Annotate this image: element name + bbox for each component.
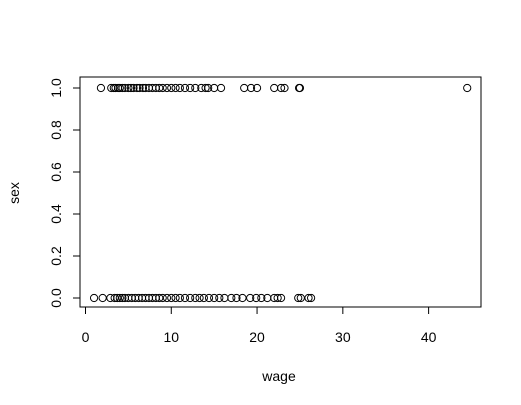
data-point — [276, 83, 286, 93]
x-tick-label: 30 — [335, 329, 351, 345]
y-tick-label: 0.0 — [48, 288, 64, 308]
data-point — [96, 83, 106, 93]
data-point — [155, 83, 164, 93]
data-point — [191, 83, 200, 93]
data-point — [162, 83, 172, 93]
data-point — [171, 83, 180, 93]
data-point — [124, 83, 133, 93]
x-tick-label: 10 — [163, 329, 179, 345]
data-point — [252, 83, 262, 93]
data-point — [215, 293, 224, 303]
y-tick-label: 1.0 — [48, 78, 64, 98]
data-point — [195, 293, 204, 303]
data-point — [115, 83, 124, 93]
data-point — [280, 83, 289, 93]
data-point — [295, 83, 305, 93]
data-point — [232, 293, 241, 303]
data-point — [118, 83, 127, 93]
data-point — [113, 293, 122, 303]
data-point — [126, 83, 136, 93]
data-point — [204, 293, 214, 303]
data-point — [199, 293, 208, 303]
data-points — [89, 83, 472, 303]
data-point — [276, 293, 286, 303]
data-point — [98, 293, 107, 303]
data-point — [210, 293, 219, 303]
y-tick-label: 0.8 — [48, 120, 64, 140]
data-point — [270, 83, 279, 93]
data-point — [204, 83, 213, 93]
x-tick-label: 40 — [421, 329, 437, 345]
data-point — [201, 83, 210, 93]
data-point — [120, 83, 130, 93]
data-point — [252, 293, 261, 303]
data-point — [158, 293, 167, 303]
data-point — [273, 293, 282, 303]
data-point — [463, 83, 472, 93]
data-point — [162, 293, 172, 303]
data-point — [180, 293, 190, 303]
y-axis: 0.0 0.2 0.4 0.6 0.8 1.0 — [48, 78, 81, 308]
data-point — [257, 293, 266, 303]
x-axis: 0 10 20 30 40 — [82, 306, 437, 345]
data-point — [155, 293, 164, 303]
data-point — [246, 83, 256, 93]
data-point — [175, 83, 184, 93]
data-point — [175, 293, 184, 303]
x-tick-label: 20 — [249, 329, 265, 345]
data-point — [167, 83, 176, 93]
data-point — [138, 83, 148, 93]
data-point — [246, 293, 255, 303]
data-point — [158, 83, 167, 93]
x-tick-label: 0 — [82, 329, 90, 345]
data-point — [306, 293, 316, 303]
data-point — [89, 293, 99, 303]
data-point — [220, 293, 229, 303]
data-point — [191, 293, 200, 303]
data-point — [129, 83, 138, 93]
data-point — [294, 293, 303, 303]
data-point — [304, 293, 313, 303]
y-axis-label: sex — [6, 182, 22, 204]
data-point — [118, 293, 127, 303]
data-point — [180, 83, 190, 93]
y-tick-label: 0.6 — [48, 162, 64, 182]
data-point — [115, 293, 124, 303]
data-point — [240, 83, 249, 93]
data-point — [227, 293, 236, 303]
y-tick-label: 0.4 — [48, 204, 64, 224]
x-axis-label: wage — [261, 368, 296, 384]
data-point — [135, 83, 144, 93]
data-point — [167, 293, 176, 303]
plot-box — [79, 76, 482, 308]
data-point — [216, 83, 226, 93]
data-point — [296, 293, 305, 303]
data-point — [186, 83, 195, 93]
y-tick-label: 0.2 — [48, 246, 64, 266]
data-point — [171, 293, 180, 303]
data-point — [106, 293, 115, 303]
data-point — [186, 293, 195, 303]
data-point — [132, 83, 142, 93]
data-point — [238, 293, 247, 303]
data-point — [110, 293, 119, 303]
